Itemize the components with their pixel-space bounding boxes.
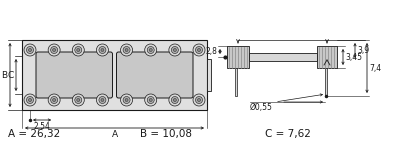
Circle shape: [72, 44, 84, 56]
Circle shape: [48, 94, 60, 106]
Circle shape: [77, 49, 80, 52]
Bar: [227, 46, 249, 68]
Circle shape: [169, 44, 181, 56]
Circle shape: [193, 44, 205, 56]
Text: A: A: [112, 130, 118, 139]
Text: 3,45: 3,45: [345, 53, 362, 61]
Circle shape: [147, 46, 154, 54]
Bar: [249, 53, 317, 61]
Circle shape: [173, 99, 176, 102]
Bar: [325, 68, 327, 96]
Circle shape: [53, 99, 56, 102]
Text: B = 10,08: B = 10,08: [140, 129, 192, 139]
Circle shape: [96, 94, 108, 106]
Circle shape: [196, 46, 202, 54]
Text: 2,8: 2,8: [205, 47, 217, 56]
FancyBboxPatch shape: [36, 52, 112, 98]
Circle shape: [123, 46, 130, 54]
Bar: [317, 46, 337, 68]
Circle shape: [198, 49, 200, 52]
Circle shape: [48, 44, 60, 56]
Bar: [22, 40, 207, 110]
Circle shape: [101, 99, 104, 102]
Text: C = 7,62: C = 7,62: [265, 129, 311, 139]
Text: 3,9: 3,9: [357, 46, 369, 55]
Text: C: C: [8, 70, 14, 80]
Circle shape: [123, 97, 130, 104]
Circle shape: [26, 46, 34, 54]
Circle shape: [125, 49, 128, 52]
Circle shape: [171, 97, 178, 104]
Circle shape: [169, 94, 181, 106]
Circle shape: [120, 44, 132, 56]
Text: 2,54: 2,54: [34, 122, 50, 131]
Circle shape: [171, 46, 178, 54]
Circle shape: [75, 97, 82, 104]
Circle shape: [193, 94, 205, 106]
Circle shape: [145, 44, 157, 56]
Circle shape: [145, 94, 157, 106]
FancyBboxPatch shape: [116, 52, 193, 98]
Circle shape: [147, 97, 154, 104]
Bar: [234, 68, 237, 96]
Circle shape: [51, 97, 58, 104]
Circle shape: [24, 94, 36, 106]
Circle shape: [96, 44, 108, 56]
Circle shape: [26, 97, 34, 104]
Circle shape: [196, 97, 202, 104]
Circle shape: [77, 99, 80, 102]
Circle shape: [28, 99, 32, 102]
Circle shape: [125, 99, 128, 102]
Circle shape: [173, 49, 176, 52]
Circle shape: [24, 44, 36, 56]
Text: A = 26,32: A = 26,32: [8, 129, 60, 139]
Circle shape: [149, 99, 152, 102]
Text: 7,4: 7,4: [369, 63, 381, 73]
Circle shape: [75, 46, 82, 54]
Circle shape: [198, 99, 200, 102]
Circle shape: [72, 94, 84, 106]
Circle shape: [99, 46, 106, 54]
Circle shape: [101, 49, 104, 52]
Text: Ø0,55: Ø0,55: [250, 103, 273, 112]
Circle shape: [120, 94, 132, 106]
Circle shape: [51, 46, 58, 54]
Circle shape: [53, 49, 56, 52]
Bar: [207, 59, 211, 91]
Text: B: B: [1, 70, 7, 80]
Circle shape: [99, 97, 106, 104]
Circle shape: [149, 49, 152, 52]
Circle shape: [28, 49, 32, 52]
